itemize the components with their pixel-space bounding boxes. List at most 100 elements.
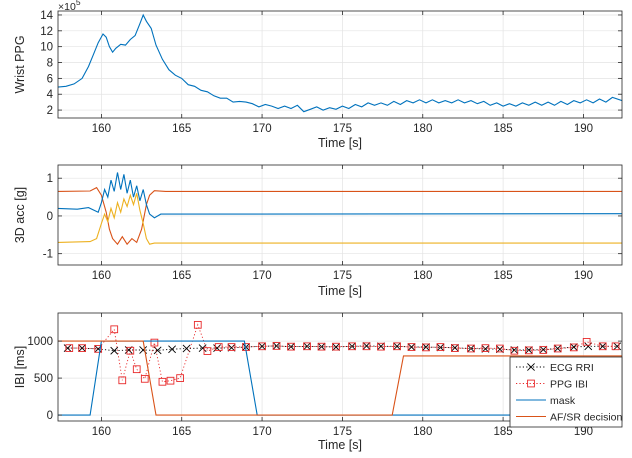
x-tick-label: 160 bbox=[92, 123, 111, 135]
ppg-ibi-marker bbox=[539, 346, 548, 354]
ppg-ibi-marker bbox=[422, 343, 430, 352]
ppg-ibi-marker bbox=[582, 337, 591, 346]
legend-label: PPG IBI bbox=[550, 379, 588, 391]
marker-stroke bbox=[198, 344, 207, 353]
ppg-ibi-marker bbox=[118, 376, 127, 385]
ppg-panel: 160 165 170 175 180 185 190 2 4 6 8 10 12 14 Time [s] W… bbox=[13, 0, 623, 150]
y-axis-label: IBI [ms] bbox=[13, 346, 27, 388]
x-tick-label: 180 bbox=[413, 426, 432, 438]
y-tick-label: 8 bbox=[47, 58, 53, 70]
y-tick-label: 10 bbox=[40, 42, 53, 54]
ppg-ibi-marker bbox=[140, 374, 149, 383]
ppg-ibi-marker bbox=[272, 342, 281, 350]
legend-marker bbox=[527, 379, 535, 388]
ecg-rri-marker bbox=[63, 344, 72, 353]
x-axis-label: Time [s] bbox=[318, 438, 362, 452]
ppg-ibi-marker bbox=[193, 320, 202, 329]
x-tick-label: 190 bbox=[574, 123, 593, 135]
x-tick-label: 185 bbox=[494, 270, 513, 282]
ecg-rri-marker bbox=[539, 345, 548, 354]
ppg-ibi-marker bbox=[393, 342, 401, 351]
ppg-ibi-marker bbox=[510, 346, 519, 355]
ppg-ibi-marker bbox=[553, 344, 562, 353]
x-tick-label: 170 bbox=[252, 270, 271, 282]
ppg-ibi-marker bbox=[214, 343, 223, 351]
ppg-ibi-marker bbox=[150, 338, 159, 347]
x-tick-label: 175 bbox=[333, 426, 352, 438]
ecg-rri-marker bbox=[450, 343, 459, 352]
marker-stroke bbox=[393, 342, 401, 351]
ppg-ibi-marker bbox=[377, 342, 385, 351]
marker-stroke bbox=[168, 345, 177, 354]
y-tick-label: 0 bbox=[47, 410, 53, 422]
ppg-ibi-marker bbox=[227, 343, 236, 351]
marker-stroke bbox=[613, 342, 622, 351]
x-tick-label: 165 bbox=[172, 123, 191, 135]
y-tick-label: 1000 bbox=[27, 336, 53, 348]
ppg-ibi-marker bbox=[158, 377, 167, 386]
ppg-ibi-marker bbox=[569, 343, 578, 352]
af-sr-decision-line bbox=[58, 340, 622, 416]
marker-stroke bbox=[569, 343, 578, 351]
ecg-rri-marker bbox=[613, 342, 622, 351]
ppg-ibi-marker bbox=[65, 344, 74, 352]
acc-panel: 160 165 170 175 180 185 190 -1 0 1 Time [s] 3D acc … bbox=[13, 164, 623, 298]
series-1-line bbox=[58, 172, 622, 219]
ppg-ibi-marker bbox=[203, 347, 212, 355]
ppg-ibi-marker bbox=[166, 376, 175, 385]
legend-label: ECG RRI bbox=[550, 362, 594, 374]
series-2-line bbox=[58, 193, 622, 245]
legend-label: AF/SR decision bbox=[550, 412, 623, 424]
x-tick-label: 170 bbox=[252, 123, 271, 135]
marker-stroke bbox=[182, 344, 191, 353]
marker-stroke bbox=[63, 344, 72, 353]
ecg-rri-line bbox=[67, 345, 618, 352]
series-0-line bbox=[58, 186, 622, 246]
ecg-rri-marker bbox=[569, 343, 578, 351]
ecg-rri-marker bbox=[110, 346, 119, 355]
ecg-rri-marker bbox=[198, 344, 207, 353]
legend: ECG RRI PPG IBI mask AF/SR decision bbox=[509, 356, 623, 428]
ppg-ibi-marker bbox=[362, 342, 371, 351]
ppg-ibi-marker bbox=[94, 345, 103, 353]
y-tick-label: 14 bbox=[40, 10, 53, 22]
marker-stroke bbox=[539, 345, 548, 354]
ppg-ibi-marker bbox=[451, 344, 459, 352]
marker-stroke bbox=[377, 342, 385, 351]
marker-stroke bbox=[598, 342, 607, 351]
marker-stroke bbox=[362, 341, 371, 350]
x-tick-label: 160 bbox=[92, 270, 111, 282]
ecg-rri-marker bbox=[598, 342, 607, 351]
marker-stroke bbox=[153, 346, 162, 355]
ppg-ibi-marker bbox=[317, 342, 326, 351]
y-tick-label: 2 bbox=[47, 105, 53, 117]
marker-stroke bbox=[78, 344, 87, 353]
legend-marker bbox=[527, 363, 535, 371]
ecg-rri-marker bbox=[584, 342, 593, 351]
series-group bbox=[58, 172, 622, 246]
marker-stroke bbox=[332, 343, 340, 351]
plot-area bbox=[58, 165, 622, 265]
ecg-rri-marker bbox=[168, 345, 177, 354]
marker-stroke bbox=[407, 343, 416, 351]
series-group bbox=[58, 13, 622, 113]
y-tick-label: -1 bbox=[43, 249, 53, 261]
plot-area bbox=[58, 11, 622, 118]
ppg-ibi-marker bbox=[496, 344, 504, 353]
ecg-rri-marker bbox=[407, 343, 416, 351]
marker-stroke bbox=[213, 344, 221, 353]
marker-stroke bbox=[553, 344, 562, 353]
y-tick-label: 4 bbox=[47, 89, 54, 101]
series-0-line bbox=[58, 13, 622, 113]
ppg-ibi-marker bbox=[524, 346, 533, 355]
ecg-rri-marker bbox=[78, 344, 87, 353]
marker-stroke bbox=[258, 342, 266, 351]
series-group bbox=[58, 320, 622, 416]
x-tick-label: 165 bbox=[172, 426, 191, 438]
ecg-rri-marker bbox=[332, 343, 340, 351]
ppg-ibi-marker bbox=[126, 346, 135, 355]
marker-stroke bbox=[139, 346, 148, 354]
legend-box bbox=[509, 356, 623, 428]
ppg-ibi-marker bbox=[598, 342, 607, 351]
